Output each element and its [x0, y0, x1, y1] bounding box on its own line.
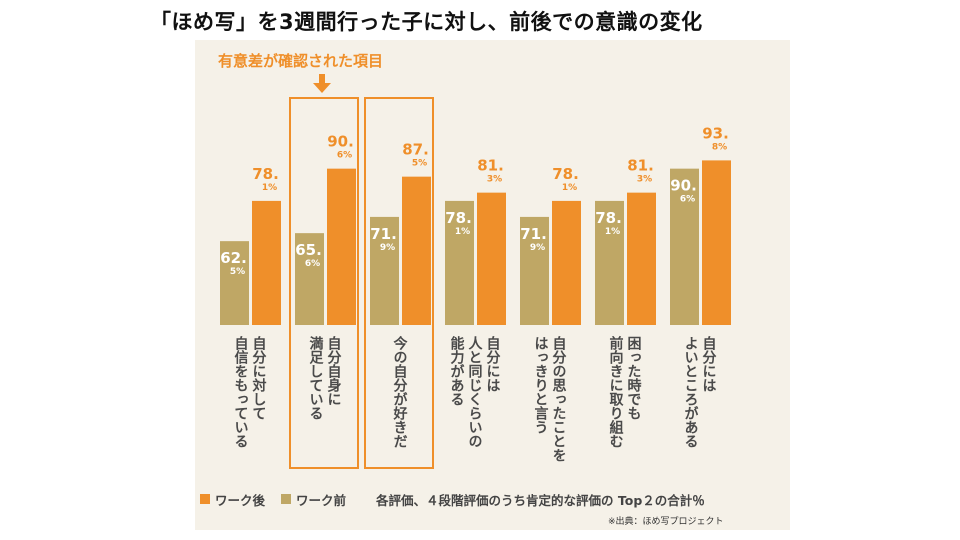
legend-item-before: ワーク前: [281, 490, 346, 509]
category-label-line: 人と同じくらいの: [466, 336, 483, 448]
category-label: 自分の思ったことを はっきりと言う: [515, 336, 583, 481]
category-label: 自分自身に 満足している: [290, 336, 358, 481]
category-label: 自分には よいところがある: [665, 336, 733, 481]
category-label-line: 困った時でも: [625, 336, 642, 420]
legend-swatch-before: [281, 494, 292, 504]
legend-label-after: ワーク後: [215, 492, 266, 508]
category-label-line: 満足している: [307, 336, 324, 420]
source-note: ※出典：ほめ写プロジェクト: [608, 517, 724, 527]
category-label-line: 自分には: [484, 336, 501, 392]
category-label: 自分には 人と同じくらいの 能力がある: [440, 336, 508, 481]
page-title: 「ほめ写」を3週間行った子に対し、前後での意識の変化: [150, 10, 703, 34]
category-label-line: 自分の思ったことを: [550, 336, 567, 462]
category-label-line: 今の自分が好きだ: [391, 336, 408, 448]
significance-label: 有意差が確認された項目: [218, 52, 384, 70]
legend-label-before: ワーク前: [296, 492, 347, 508]
down-arrow-icon: [313, 74, 331, 93]
category-label-line: よいところがある: [682, 336, 699, 448]
category-label-line: 自分に対して: [250, 336, 267, 420]
category-label: 自分に対して 自信をもっている: [215, 336, 283, 481]
category-label-line: 自分自身に: [325, 336, 342, 406]
category-label-line: 自分には: [700, 336, 717, 392]
legend-item-after: ワーク後: [200, 490, 265, 509]
category-label-line: 自信をもっている: [232, 336, 249, 448]
category-label-line: 能力がある: [448, 336, 465, 406]
legend-swatch-after: [200, 494, 210, 504]
category-label-line: はっきりと言う: [532, 336, 549, 434]
legend: ワーク後 ワーク前 各評価、４段階評価のうち肯定的な評価の Top２の合計％: [200, 490, 705, 508]
legend-note: 各評価、４段階評価のうち肯定的な評価の Top２の合計％: [376, 492, 705, 508]
category-label-line: 前向きに取り組む: [607, 336, 624, 448]
category-label: 今の自分が好きだ: [365, 336, 433, 481]
category-label: 困った時でも 前向きに取り組む: [590, 336, 658, 481]
